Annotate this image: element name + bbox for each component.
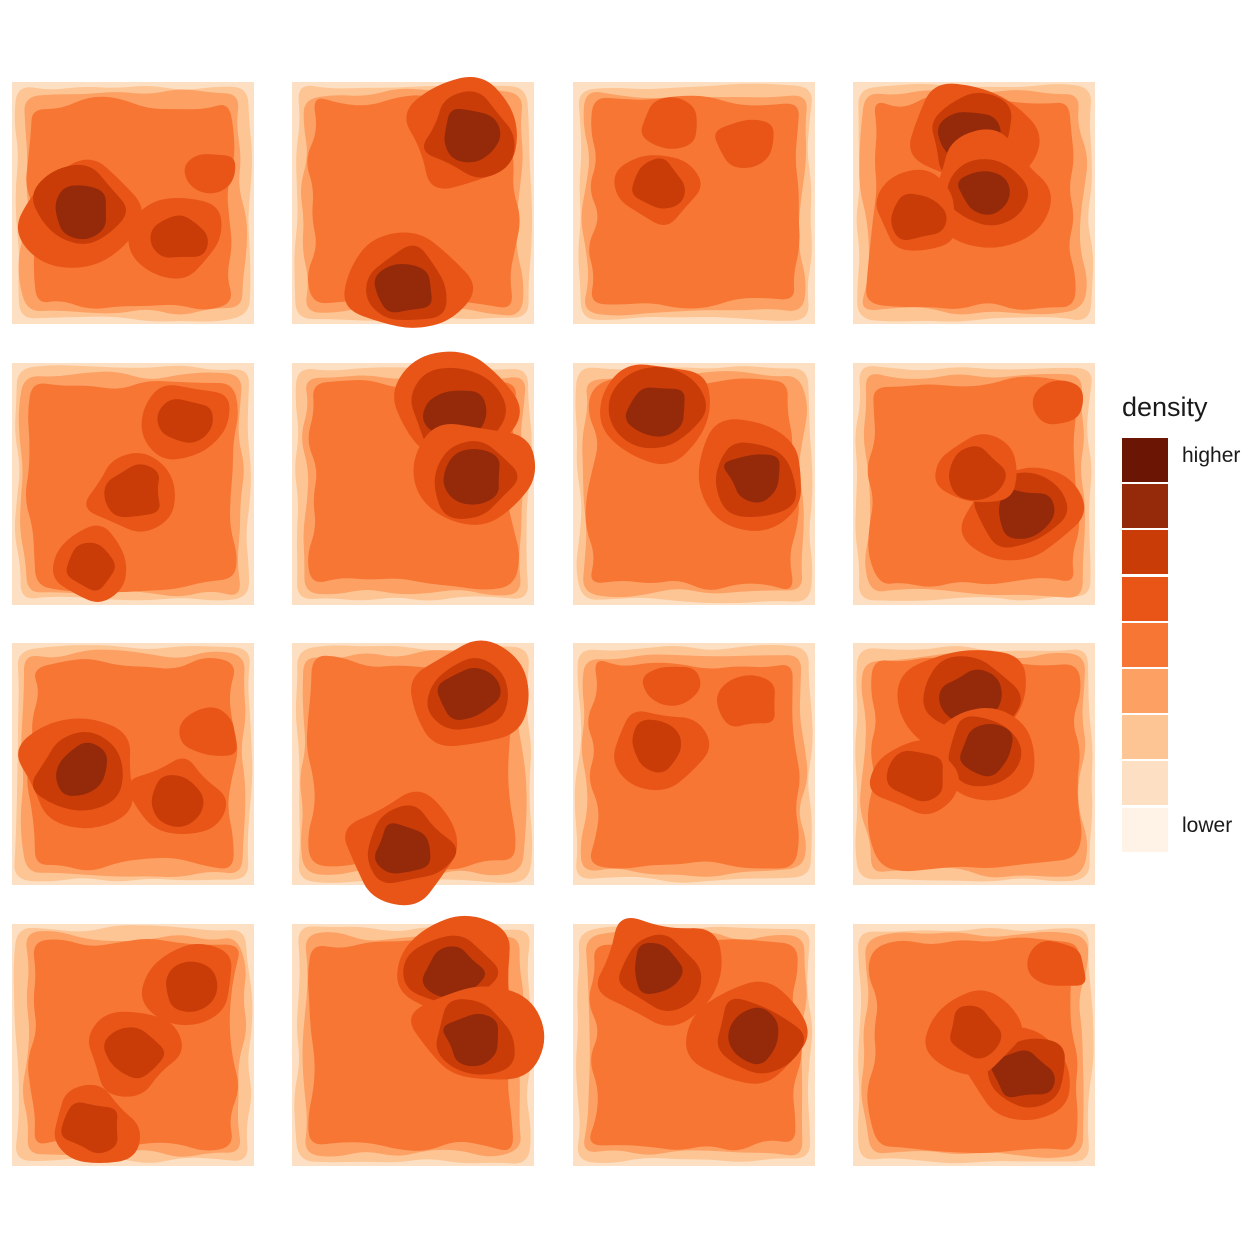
facet-panel-3: [573, 82, 815, 324]
density-contour-band: [716, 675, 775, 727]
density-contour-band: [949, 446, 1006, 501]
legend-label-higher: higher: [1182, 444, 1241, 467]
density-contour-band: [444, 108, 501, 163]
density-contour-band: [950, 1005, 1002, 1059]
density-contour-band: [61, 1102, 118, 1154]
legend-label-lower: lower: [1182, 814, 1233, 837]
density-contour-band: [632, 158, 685, 209]
density-contour-band: [55, 185, 106, 240]
density-contour-band: [886, 750, 943, 802]
density-contour-band: [374, 823, 431, 874]
density-contour-band: [104, 464, 160, 518]
legend-key-6: [1122, 668, 1168, 713]
density-contour-band: [999, 489, 1055, 539]
density-contour-band: [958, 171, 1010, 215]
legend-key-8: [1122, 761, 1168, 806]
legend-key-4: [1122, 576, 1168, 621]
facet-panel-10: [292, 640, 534, 906]
density-contour-band: [374, 263, 432, 313]
density-contour-band: [642, 666, 701, 706]
facet-panel-5: [12, 363, 254, 605]
density-contour-band: [422, 946, 485, 998]
facet-panel-6: [292, 351, 536, 605]
facet-panel-9: [12, 643, 254, 885]
density-contour-band: [150, 215, 208, 258]
density-contour-band: [635, 942, 683, 994]
facet-panel-4: [853, 82, 1095, 324]
legend-key-2: [1122, 484, 1168, 529]
legend-key-5: [1122, 622, 1168, 667]
density-contour-band: [632, 719, 682, 773]
density-contour-band: [724, 454, 780, 503]
facet-panel-16: [853, 924, 1095, 1166]
facet-panel-1: [12, 82, 254, 324]
density-contour-band: [443, 1013, 499, 1067]
density-contour-band: [625, 387, 685, 437]
facet-panel-13: [12, 924, 254, 1166]
legend-color-keys: [1122, 438, 1168, 854]
facet-panel-11: [573, 643, 815, 885]
facet-panel-2: [292, 76, 534, 328]
density-contour-band: [991, 1050, 1055, 1098]
density-contour-band: [179, 707, 237, 756]
density-contour-band: [437, 667, 501, 720]
density-contour-band: [1027, 940, 1086, 986]
density-contour-band: [56, 742, 108, 796]
density-contour-band: [166, 961, 218, 1012]
density-contour-band: [184, 154, 236, 194]
facet-panel-7: [573, 363, 815, 605]
density-contour-band: [151, 775, 204, 827]
facet-panel-14: [292, 915, 545, 1166]
legend: density higher lower: [1122, 392, 1248, 862]
density-contour-band: [641, 97, 697, 149]
density-contour-band: [960, 724, 1013, 777]
density-contour-band: [715, 119, 774, 168]
density-contour-band: [443, 449, 500, 505]
density-contour-band: [1032, 380, 1084, 425]
density-contour-band: [66, 542, 115, 591]
density-contour-band: [728, 1007, 779, 1065]
facet-panel-8: [853, 363, 1095, 605]
legend-key-3: [1122, 530, 1168, 575]
legend-key-1: [1122, 438, 1168, 482]
legend-title: density: [1122, 392, 1208, 422]
facet-panel-15: [573, 918, 815, 1166]
legend-key-9: [1122, 807, 1168, 852]
density-contour-band: [104, 1027, 165, 1079]
legend-key-7: [1122, 715, 1168, 760]
density-contour-band: [157, 399, 213, 443]
density-contour-band: [891, 193, 947, 240]
facet-panel-12: [853, 643, 1095, 885]
